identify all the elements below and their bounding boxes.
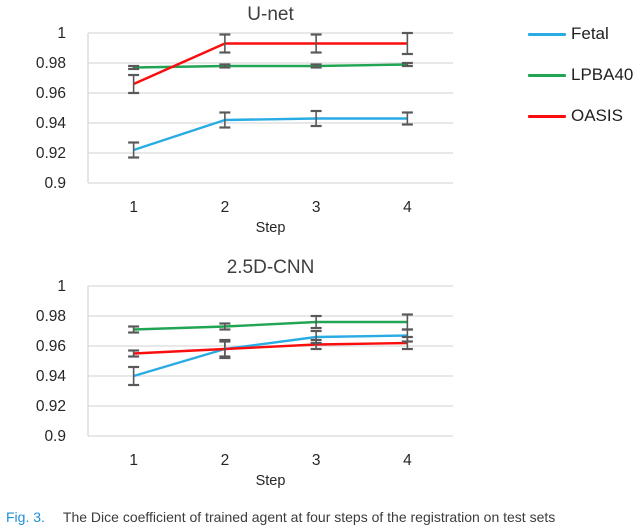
oasis-line-swatch: [528, 114, 566, 118]
y-tick-label: 0.92: [36, 398, 66, 415]
y-tick-label: 0.9: [44, 175, 66, 192]
y-tick-label: 0.98: [36, 308, 66, 325]
legend-item-fetal: Fetal: [528, 24, 633, 44]
unet-chart: U-net 1 0.98 0.96 0.94 0.92 0.9 1 2 3 4 Step: [36, 4, 453, 236]
y-tick-label: 0.96: [36, 338, 66, 355]
legend-item-oasis: OASIS: [528, 106, 633, 126]
series-line-lpba40: [133, 320, 408, 331]
figure-caption: Fig. 3. The Dice coefficient of trained a…: [6, 509, 638, 525]
y-tick-label: 0.9: [44, 428, 66, 445]
chart-title: 2.5D-CNN: [227, 257, 315, 278]
series-line-lpba40: [133, 63, 408, 69]
x-axis-title: Step: [256, 220, 286, 236]
x-tick-label: 2: [221, 199, 230, 216]
series-line-oasis: [133, 341, 408, 355]
x-tick-label: 3: [312, 199, 321, 216]
y-tick-label: 1: [57, 278, 66, 295]
x-axis-title: Step: [256, 473, 286, 489]
x-tick-label: 1: [129, 199, 138, 216]
y-tick-label: 0.92: [36, 145, 66, 162]
25dcnn-chart: 2.5D-CNN 1 0.98 0.96 0.94 0.92 0.9 1 2 3 4 Step: [36, 257, 453, 489]
x-tick-label: 4: [403, 452, 412, 469]
y-tick-label: 0.98: [36, 55, 66, 72]
series-line-fetal: [133, 117, 408, 152]
figure-caption-text: The Dice coefficient of trained agent at…: [62, 509, 556, 525]
legend: Fetal LPBA40 OASIS: [528, 24, 633, 126]
legend-label: OASIS: [571, 106, 623, 125]
x-tick-label: 3: [312, 452, 321, 469]
lpba40-line-swatch: [528, 73, 566, 77]
chart-title: U-net: [247, 4, 294, 25]
y-tick-label: 0.94: [36, 115, 67, 132]
fetal-line-swatch: [528, 32, 566, 36]
series-line-fetal: [133, 334, 408, 378]
legend-label: LPBA40: [571, 65, 634, 84]
x-tick-label: 2: [221, 452, 230, 469]
y-tick-label: 1: [57, 25, 66, 42]
x-tick-label: 4: [403, 199, 412, 216]
figure-caption-label: Fig. 3.: [6, 509, 45, 525]
y-tick-label: 0.94: [36, 368, 67, 385]
y-tick-label: 0.96: [36, 85, 66, 102]
series-line-oasis: [133, 42, 408, 86]
legend-label: Fetal: [571, 24, 609, 43]
x-tick-label: 1: [129, 452, 138, 469]
legend-item-lpba40: LPBA40: [528, 65, 633, 85]
